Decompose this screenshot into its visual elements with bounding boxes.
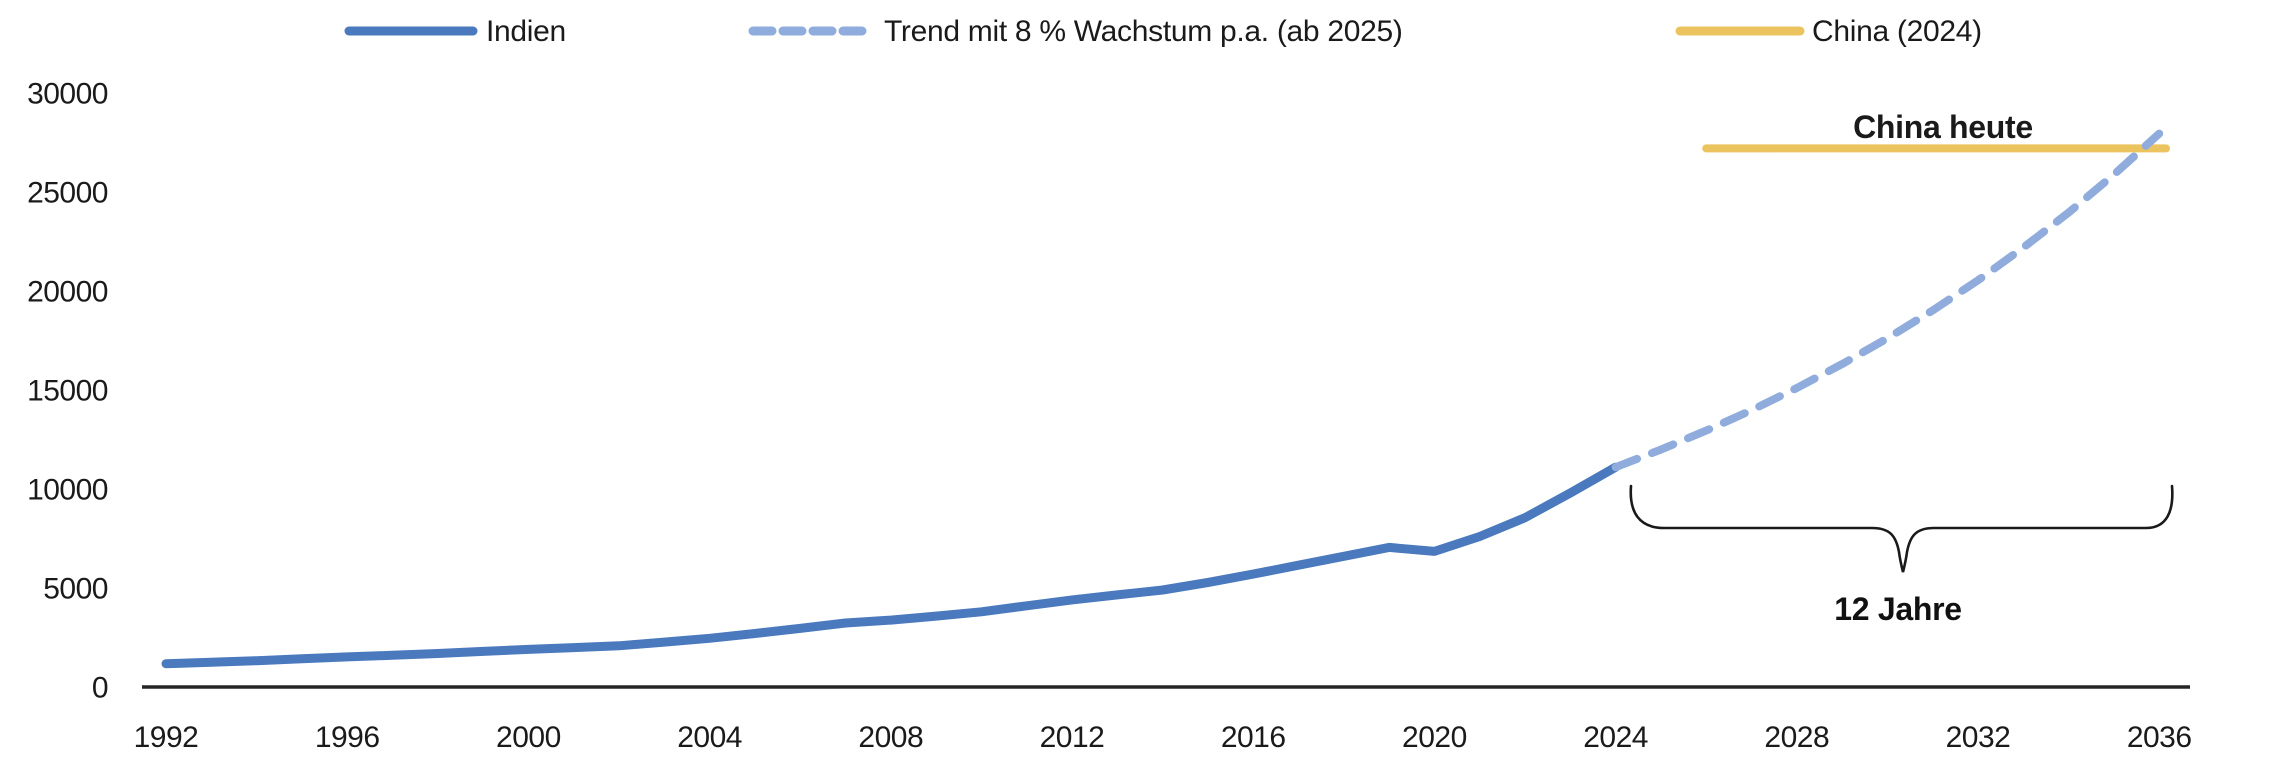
twelve-years-label: 12 Jahre [1834,591,1961,627]
x-tick-label: 1992 [134,721,199,754]
y-tick-label: 5000 [43,573,108,606]
y-tick-label: 15000 [27,375,108,408]
y-axis-labels: 0 5000 10000 15000 20000 25000 30000 [27,78,108,705]
y-tick-label: 20000 [27,276,108,309]
y-tick-label: 25000 [27,177,108,210]
legend-label-indien: Indien [486,15,566,48]
y-tick-label: 30000 [27,78,108,111]
x-tick-label: 2012 [1040,721,1105,754]
x-tick-label: 2016 [1221,721,1286,754]
x-tick-label: 2028 [1764,721,1829,754]
y-tick-label: 0 [92,672,108,705]
x-tick-label: 2000 [496,721,561,754]
legend-label-china: China (2024) [1812,15,1982,48]
x-tick-label: 2024 [1583,721,1648,754]
x-tick-label: 2020 [1402,721,1467,754]
series-lines [161,129,2170,669]
x-tick-label: 2004 [677,721,742,754]
series-line-indien [161,462,1621,669]
legend: Indien Trend mit 8 % Wachstum p.a. (ab 2… [344,15,1982,48]
china-heute-label: China heute [1853,109,2033,145]
series-line-trend [1611,129,2164,472]
x-tick-label: 2032 [1946,721,2011,754]
bracket-12-jahre [1629,484,2174,573]
x-tick-label: 2008 [858,721,923,754]
x-axis-labels: 1992 1996 2000 2004 2008 2012 2016 2020 2024 2028… [134,721,2192,754]
x-tick-label: 2036 [2127,721,2192,754]
x-tick-label: 1996 [315,721,380,754]
y-tick-label: 10000 [27,474,108,507]
legend-label-trend: Trend mit 8 % Wachstum p.a. (ab 2025) [884,15,1403,48]
